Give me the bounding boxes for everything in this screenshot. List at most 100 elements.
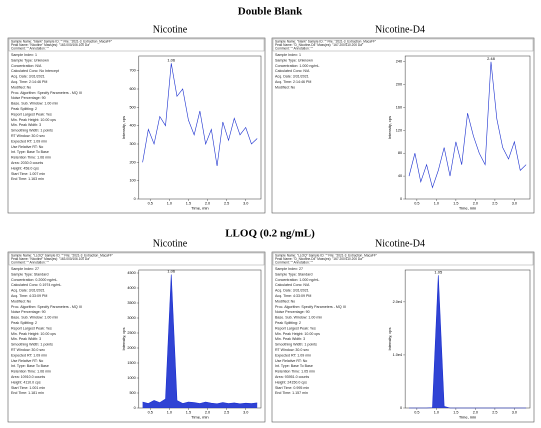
panel-frame — [271, 37, 535, 214]
y-tick-label: 400 — [129, 124, 135, 128]
info-line: Acq. Date: 3/31/2021 — [11, 75, 45, 79]
y-tick-label: 600 — [129, 87, 135, 91]
info-line: Modified: No — [275, 85, 295, 89]
trace — [409, 275, 527, 409]
info-line: Concentration: 1.000 ng/mL — [275, 278, 319, 282]
info-line: Start Time: 0.995 min — [275, 386, 309, 390]
y-tick-label: 2500 — [127, 331, 135, 335]
x-tick-label: 2.5 — [492, 202, 497, 206]
info-line: Smoothing Width: 1 points — [11, 343, 53, 347]
y-axis-label: Intensity, cps — [121, 116, 126, 139]
y-tick-label: 80 — [398, 151, 402, 155]
x-tick-label: 2.5 — [224, 411, 229, 415]
info-line: Proc. Algorithm: Specify Parameters - MQ… — [275, 305, 346, 309]
info-line: Sample Type: Unknown — [11, 58, 49, 62]
info-line: Sample Index: 27 — [11, 267, 39, 271]
y-tick-label: 40 — [398, 174, 402, 178]
info-line: Sample Index: 27 — [275, 267, 303, 271]
header-line: Comment: "" Annotation: "" — [11, 261, 49, 265]
panel-label: Nicotine-D4 — [375, 238, 425, 249]
info-line: Calculated Conc: N/A — [275, 69, 310, 73]
x-axis-label: Time, min — [459, 415, 476, 420]
peak-label: 1.05 — [434, 269, 443, 274]
y-tick-label: 0 — [134, 406, 136, 410]
x-tick-label: 1.0 — [434, 202, 439, 206]
info-line: Height: 4110.0 cps — [11, 380, 41, 384]
y-axis-label: Intensity, cps — [387, 327, 392, 350]
y-tick-label: 200 — [396, 83, 402, 87]
info-line: End Time: 1.163 min — [11, 177, 44, 181]
x-tick-label: 0.5 — [148, 202, 153, 206]
section-heading: Double Blank — [238, 6, 303, 18]
x-tick-label: 3.0 — [512, 202, 517, 206]
info-line: Base. Sub. Window: 1.00 min — [11, 102, 58, 106]
x-tick-label: 2.5 — [492, 411, 497, 415]
info-line: End Time: 1.157 min — [275, 391, 308, 395]
y-tick-label: 2.0e4 — [393, 300, 403, 304]
info-line: Acq. Date: 3/31/2021 — [275, 289, 309, 293]
info-line: Area: 2030.0 counts — [11, 161, 43, 165]
info-line: Noise Percentage: 90 — [11, 310, 46, 314]
info-line: Retention Time: 1.06 min — [11, 370, 51, 374]
y-axis-label: Intensity, cps — [121, 327, 126, 350]
panel-label: Nicotine-D4 — [375, 24, 425, 35]
info-line: Calculated Conc: 0.1974 ng/mL — [11, 283, 61, 287]
x-axis-label: Time, min — [191, 415, 208, 420]
y-tick-label: 160 — [396, 105, 402, 109]
info-line: Peak Splitting: 2 — [11, 321, 37, 325]
trace — [142, 274, 258, 405]
panel-header — [272, 38, 534, 52]
info-line: End Time: 1.181 min — [11, 391, 44, 395]
header-line: Sample Name: "LLOQ" Sample ID: "" File: … — [275, 253, 377, 257]
header-line: Comment: "" Annotation: "" — [275, 47, 313, 51]
info-line: Area: 10910.0 counts — [11, 375, 45, 379]
info-line: Report Largest Peak: Yes — [275, 326, 316, 330]
y-tick-label: 200 — [129, 160, 135, 164]
y-tick-label: 120 — [396, 128, 402, 132]
header-line: Comment: "" Annotation: "" — [11, 47, 49, 51]
info-line: Report Largest Peak: Yes — [11, 112, 52, 116]
peak-label: 1.06 — [167, 57, 176, 62]
x-tick-label: 2.0 — [205, 202, 210, 206]
info-line: Min. Peak Width: 3 — [275, 337, 305, 341]
x-tick-label: 1.5 — [453, 202, 458, 206]
info-line: Height: 458.0 cps — [11, 166, 39, 170]
x-tick-label: 0.5 — [414, 202, 419, 206]
x-tick-label: 1.5 — [186, 411, 191, 415]
info-line: Sample Index: 1 — [11, 53, 37, 57]
y-tick-label: 1500 — [127, 361, 135, 365]
info-line: Calculated Conc: No Intercept — [11, 69, 59, 73]
info-line: Start Time: 1.001 min — [11, 386, 45, 390]
panel-header — [272, 252, 534, 266]
info-line: Base. Sub. Window: 1.00 min — [11, 316, 58, 320]
info-line: Report Largest Peak: Yes — [11, 326, 52, 330]
x-tick-label: 2.0 — [473, 202, 478, 206]
info-line: Use Relative RT: No — [275, 359, 307, 363]
header-line: Comment: "" Annotation: "" — [275, 261, 313, 265]
x-tick-label: 3.0 — [512, 411, 517, 415]
info-line: Int. Type: Base To Base — [275, 364, 313, 368]
info-line: Start Time: 1.007 min — [11, 172, 45, 176]
y-tick-label: 100 — [129, 179, 135, 183]
info-line: Min. Peak Height: 10.00 cps — [275, 332, 320, 336]
info-line: Modified: No — [275, 299, 295, 303]
trace — [142, 63, 258, 167]
info-line: Retention Time: 1.05 min — [275, 370, 315, 374]
y-tick-label: 3000 — [127, 316, 135, 320]
info-line: Height: 24150.0 cps — [275, 380, 307, 384]
info-line: Proc. Algorithm: Specify Parameters - MQ… — [11, 305, 82, 309]
info-line: RT Window: 30.0 sec — [11, 134, 45, 138]
y-tick-label: 500 — [129, 391, 135, 395]
info-line: Acq. Date: 3/31/2021 — [11, 289, 45, 293]
info-line: Concentration: 1.000 ng/mL — [275, 64, 319, 68]
info-line: Modified: No — [11, 85, 31, 89]
panel-frame — [271, 251, 535, 423]
info-line: Expected RT: 1.09 min — [275, 353, 311, 357]
x-tick-label: 1.5 — [453, 411, 458, 415]
info-line: Calculated Conc: N/A — [275, 283, 310, 287]
y-tick-label: 4500 — [127, 271, 135, 275]
info-line: Expected RT: 1.09 min — [11, 353, 47, 357]
header-line: Sample Name: "LLOQ" Sample ID: "" File: … — [11, 253, 113, 257]
info-line: Use Relative RT: No — [11, 145, 43, 149]
